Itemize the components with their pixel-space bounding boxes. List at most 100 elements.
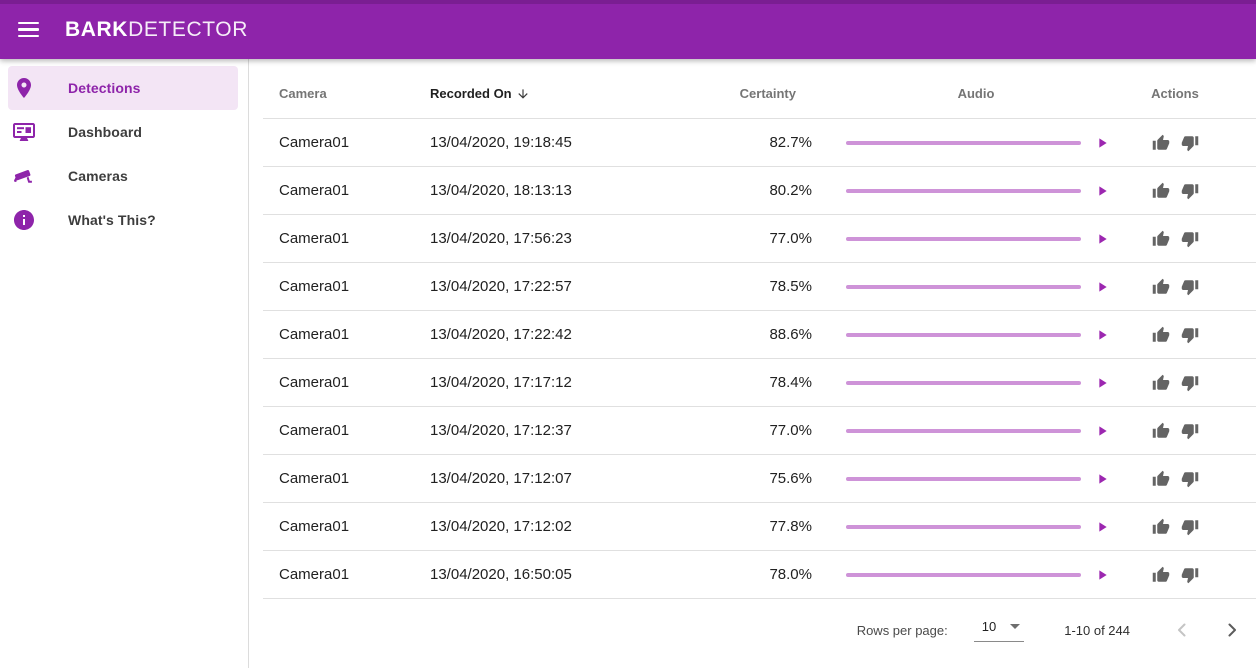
play-icon xyxy=(1099,425,1107,436)
thumb-up-icon xyxy=(1152,326,1169,342)
audio-cell xyxy=(812,231,1110,247)
thumbs-down-button[interactable] xyxy=(1181,374,1199,392)
sidebar-item-detections[interactable]: Detections xyxy=(8,66,238,110)
table-row: Camera01 13/04/2020, 17:12:02 77.8% xyxy=(263,503,1256,551)
sidebar: Detections Dashboard Cameras xyxy=(0,59,249,668)
hamburger-menu-button[interactable] xyxy=(13,12,43,48)
sidebar-item-whats-this[interactable]: What's This? xyxy=(8,198,238,242)
previous-page-button[interactable] xyxy=(1170,618,1194,642)
audio-progress-bar[interactable] xyxy=(846,236,1081,241)
column-header-recorded-on[interactable]: Recorded On xyxy=(430,86,630,101)
camera-cell: Camera01 xyxy=(279,326,350,343)
column-header-audio: Audio xyxy=(957,86,995,101)
sort-arrow-down-icon xyxy=(517,88,528,99)
table-header-row: Camera Recorded On Certainty Audio Actio… xyxy=(263,59,1256,119)
next-page-button[interactable] xyxy=(1220,618,1244,642)
app-title-primary: BARK xyxy=(65,17,129,41)
thumbs-down-button[interactable] xyxy=(1181,326,1199,344)
thumbs-down-button[interactable] xyxy=(1181,182,1199,200)
sidebar-item-dashboard[interactable]: Dashboard xyxy=(8,110,238,154)
camera-cell: Camera01 xyxy=(279,422,350,439)
thumb-up-icon xyxy=(1152,230,1169,246)
place-pin-icon xyxy=(17,78,31,98)
thumbs-down-button[interactable] xyxy=(1181,566,1199,584)
play-audio-button[interactable] xyxy=(1094,183,1110,199)
audio-progress-bar[interactable] xyxy=(846,332,1081,337)
actions-cell xyxy=(1110,518,1240,536)
play-audio-button[interactable] xyxy=(1094,519,1110,535)
thumb-down-icon xyxy=(1181,279,1198,295)
thumb-down-icon xyxy=(1181,135,1198,151)
thumb-down-icon xyxy=(1181,567,1198,583)
camera-cell: Camera01 xyxy=(279,566,350,583)
play-audio-button[interactable] xyxy=(1094,375,1110,391)
play-audio-button[interactable] xyxy=(1094,279,1110,295)
rows-per-page-select[interactable]: 10 xyxy=(973,619,1025,642)
table-row: Camera01 13/04/2020, 17:22:57 78.5% xyxy=(263,263,1256,311)
thumb-down-icon xyxy=(1181,471,1198,487)
actions-cell xyxy=(1110,230,1240,248)
certainty-cell: 82.7% xyxy=(769,134,812,151)
thumbs-up-button[interactable] xyxy=(1152,470,1170,488)
play-audio-button[interactable] xyxy=(1094,231,1110,247)
recorded-on-cell: 13/04/2020, 17:56:23 xyxy=(430,230,572,247)
certainty-cell: 77.8% xyxy=(769,518,812,535)
audio-progress-bar[interactable] xyxy=(846,572,1081,577)
audio-progress-bar[interactable] xyxy=(846,524,1081,529)
thumbs-down-button[interactable] xyxy=(1181,422,1199,440)
thumb-up-icon xyxy=(1152,422,1169,438)
actions-cell xyxy=(1110,374,1240,392)
play-audio-button[interactable] xyxy=(1094,423,1110,439)
thumbs-down-button[interactable] xyxy=(1181,278,1199,296)
thumbs-up-button[interactable] xyxy=(1152,374,1170,392)
detections-table: Camera Recorded On Certainty Audio Actio… xyxy=(249,59,1256,668)
thumbs-up-button[interactable] xyxy=(1152,182,1170,200)
audio-progress-bar[interactable] xyxy=(846,476,1081,481)
audio-progress-bar[interactable] xyxy=(846,188,1081,193)
audio-cell xyxy=(812,519,1110,535)
thumbs-up-button[interactable] xyxy=(1152,566,1170,584)
thumbs-up-button[interactable] xyxy=(1152,518,1170,536)
play-audio-button[interactable] xyxy=(1094,327,1110,343)
audio-cell xyxy=(812,327,1110,343)
thumbs-up-button[interactable] xyxy=(1152,326,1170,344)
audio-cell xyxy=(812,423,1110,439)
column-header-camera[interactable]: Camera xyxy=(279,86,327,101)
thumbs-up-button[interactable] xyxy=(1152,278,1170,296)
thumbs-down-button[interactable] xyxy=(1181,230,1199,248)
sidebar-item-cameras[interactable]: Cameras xyxy=(8,154,238,198)
audio-cell xyxy=(812,375,1110,391)
thumbs-down-button[interactable] xyxy=(1181,134,1199,152)
certainty-cell: 78.5% xyxy=(769,278,812,295)
play-audio-button[interactable] xyxy=(1094,135,1110,151)
audio-progress-bar[interactable] xyxy=(846,380,1081,385)
play-audio-button[interactable] xyxy=(1094,567,1110,583)
app-bar: BARKDETECTOR xyxy=(0,0,1256,59)
audio-cell xyxy=(812,135,1110,151)
column-header-certainty[interactable]: Certainty xyxy=(739,86,796,101)
table-row: Camera01 13/04/2020, 19:18:45 82.7% xyxy=(263,119,1256,167)
thumbs-up-button[interactable] xyxy=(1152,134,1170,152)
audio-progress-bar[interactable] xyxy=(846,140,1081,145)
certainty-cell: 78.0% xyxy=(769,566,812,583)
audio-cell xyxy=(812,471,1110,487)
certainty-cell: 77.0% xyxy=(769,422,812,439)
thumbs-down-button[interactable] xyxy=(1181,518,1199,536)
recorded-on-cell: 13/04/2020, 17:22:42 xyxy=(430,326,572,343)
thumbs-up-button[interactable] xyxy=(1152,230,1170,248)
recorded-on-cell: 13/04/2020, 17:12:02 xyxy=(430,518,572,535)
audio-progress-bar[interactable] xyxy=(846,428,1081,433)
play-audio-button[interactable] xyxy=(1094,471,1110,487)
play-icon xyxy=(1099,473,1107,484)
actions-cell xyxy=(1110,566,1240,584)
camera-cell: Camera01 xyxy=(279,134,350,151)
thumb-up-icon xyxy=(1152,470,1169,486)
actions-cell xyxy=(1110,422,1240,440)
app-title-secondary: DETECTOR xyxy=(128,17,248,41)
recorded-on-cell: 13/04/2020, 16:50:05 xyxy=(430,566,572,583)
recorded-on-cell: 13/04/2020, 17:12:37 xyxy=(430,422,572,439)
thumbs-down-button[interactable] xyxy=(1181,470,1199,488)
audio-progress-bar[interactable] xyxy=(846,284,1081,289)
certainty-cell: 75.6% xyxy=(769,470,812,487)
thumbs-up-button[interactable] xyxy=(1152,422,1170,440)
